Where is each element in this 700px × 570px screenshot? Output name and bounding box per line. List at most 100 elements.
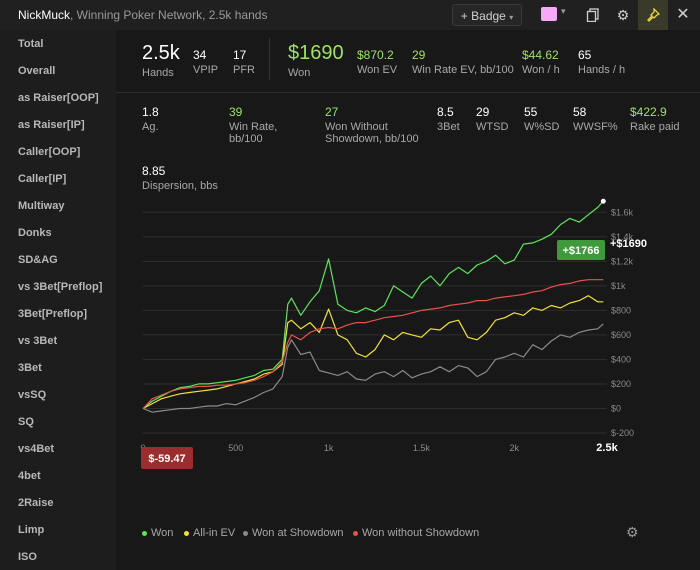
stat-label: Won / h [522,64,560,76]
y-tick-label: $200 [611,379,631,389]
bankroll-chart[interactable]: $-200 $0 $200 $400 $600 $800 $1k $1.2k $1.4k $1.6… [116,190,700,480]
x-tick-label: 2.5k [596,442,618,454]
sidebar-item-total[interactable]: Total [18,38,44,50]
separator [269,38,270,80]
sidebar-item-raiser-ip[interactable]: as Raiser[IP] [18,119,85,131]
stat-wtsd: 29 WTSD [476,97,508,133]
y-tick-label: $1.4k [611,232,634,242]
window-title: NickMuck, Winning Poker Network, 2.5k ha… [18,8,267,22]
stat-value: 34 [193,48,207,62]
stat-label: Rake paid [630,121,680,133]
series-allin-ev-line [142,295,604,410]
sidebar-item-donks[interactable]: Donks [18,227,52,239]
gear-icon[interactable]: ⚙ [616,7,630,23]
y-tick-label: $1.2k [611,256,634,266]
sidebar-item-overall[interactable]: Overall [18,65,56,77]
sidebar-item-sq[interactable]: SQ [18,416,34,428]
y-tick-label: $1.6k [611,207,634,217]
stat-winrate: 39 Win Rate, bb/100 [229,97,299,145]
sidebar-item-3bet-preflop[interactable]: 3Bet[Preflop] [18,308,88,320]
stat-label: Win Rate, bb/100 [229,121,278,145]
sidebar-item-sdag[interactable]: SD&AG [18,254,58,266]
stat-won: $1690 Won [288,42,344,79]
sidebar-item-3bet[interactable]: 3Bet [18,362,42,374]
y-tick-label: $600 [611,330,631,340]
legend-won[interactable]: Won [142,527,173,539]
y-tick-label: $0 [611,403,621,413]
sidebar: Total Overall as Raiser[OOP] as Raiser[I… [0,30,116,570]
end-value-label: +$1690 [610,238,647,250]
legend-swatch [184,530,189,536]
stat-label: Won EV [357,64,398,76]
stat-label: WWSF% [573,121,618,133]
legend-swatch [353,530,358,536]
legend-swatch [142,530,147,536]
sidebar-item-2raise[interactable]: 2Raise [18,497,54,509]
top-value-badge [557,240,605,260]
chevron-down-icon[interactable]: ▾ [561,6,566,16]
top-value-label: +$1766 [562,245,599,257]
stat-value: 8.85 [142,164,166,178]
close-icon[interactable]: ✕ [676,6,690,23]
player-name: NickMuck [18,8,71,22]
color-swatch-button[interactable] [541,7,557,21]
sidebar-item-limp[interactable]: Limp [18,524,45,536]
stat-label: PFR [233,64,255,76]
window-subtitle: , Winning Poker Network, 2.5k hands [70,8,268,22]
stat-label: Dispersion, bbs [142,180,218,192]
stat-value: $870.2 [357,48,394,62]
legend-label: Won [151,527,174,539]
copy-icon[interactable] [578,0,608,30]
stat-value: 8.5 [437,105,454,119]
stat-label: Hands / h [578,64,626,76]
sidebar-item-vssq[interactable]: vsSQ [18,389,47,401]
stat-won-without-showdown: 27 Won Without Showdown, bb/100 [325,97,430,145]
min-value-label: $-59.47 [148,453,185,465]
stat-wwsf: 58 WWSF% [573,97,618,133]
legend-won-without-showdown[interactable]: Won without Showdown [353,527,479,539]
legend-label: All-in EV [193,527,236,539]
stat-pfr: 17 PFR [233,40,255,76]
add-badge-label: + Badge [460,9,506,23]
add-badge-button[interactable]: + Badge ▾ [452,4,522,26]
main-panel: 2.5k Hands 34 VPIP 17 PFR $1690 Won $870… [116,30,700,570]
x-tick-label: 2k [509,443,519,453]
sidebar-item-4bet[interactable]: 4bet [18,470,41,482]
gear-icon[interactable]: ⚙ [626,524,639,540]
stat-won-per-hour: $44.62 Won / h [522,40,560,76]
legend-allin-ev[interactable]: All-in EV [184,527,235,539]
stat-hands-per-hour: 65 Hands / h [578,40,625,76]
title-bar: NickMuck, Winning Poker Network, 2.5k ha… [0,0,700,31]
chevron-down-icon: ▾ [509,13,514,22]
y-tick-label: $1k [611,281,626,291]
sidebar-item-vs-3bet[interactable]: vs 3Bet [18,335,58,347]
sidebar-item-vs4bet[interactable]: vs4Bet [18,443,55,455]
stat-label: VPIP [193,64,219,76]
stat-winrate-ev: 29 Win Rate EV, bb/100 [412,40,514,76]
sidebar-item-raiser-oop[interactable]: as Raiser[OOP] [18,92,99,104]
stat-label: W%SD [524,121,560,133]
stat-value: 1.8 [142,105,159,119]
sidebar-item-caller-ip[interactable]: Caller[IP] [18,173,67,185]
x-tick-label: 500 [228,443,243,453]
stat-value: 2.5k [142,42,180,64]
pin-icon[interactable] [638,0,668,30]
sidebar-item-vs-3bet-preflop[interactable]: vs 3Bet[Preflop] [18,281,103,293]
y-tick-label: $-200 [611,428,634,438]
stat-vpip: 34 VPIP [193,40,218,76]
sidebar-item-iso[interactable]: ISO [18,551,37,563]
legend-label: Won without Showdown [362,527,480,539]
stat-value: $1690 [288,42,344,64]
stat-value: 39 [229,105,243,119]
stat-label: Hands [142,67,174,79]
stat-value: 58 [573,105,587,119]
stat-value: 55 [524,105,538,119]
stat-value: 29 [412,48,426,62]
legend-swatch [243,530,248,536]
x-tick-label: 1.5k [413,443,431,453]
stat-won-ev: $870.2 Won EV [357,40,397,76]
legend-won-at-showdown[interactable]: Won at Showdown [243,527,344,539]
stat-label: WTSD [476,121,509,133]
sidebar-item-multiway[interactable]: Multiway [18,200,65,212]
sidebar-item-caller-oop[interactable]: Caller[OOP] [18,146,81,158]
